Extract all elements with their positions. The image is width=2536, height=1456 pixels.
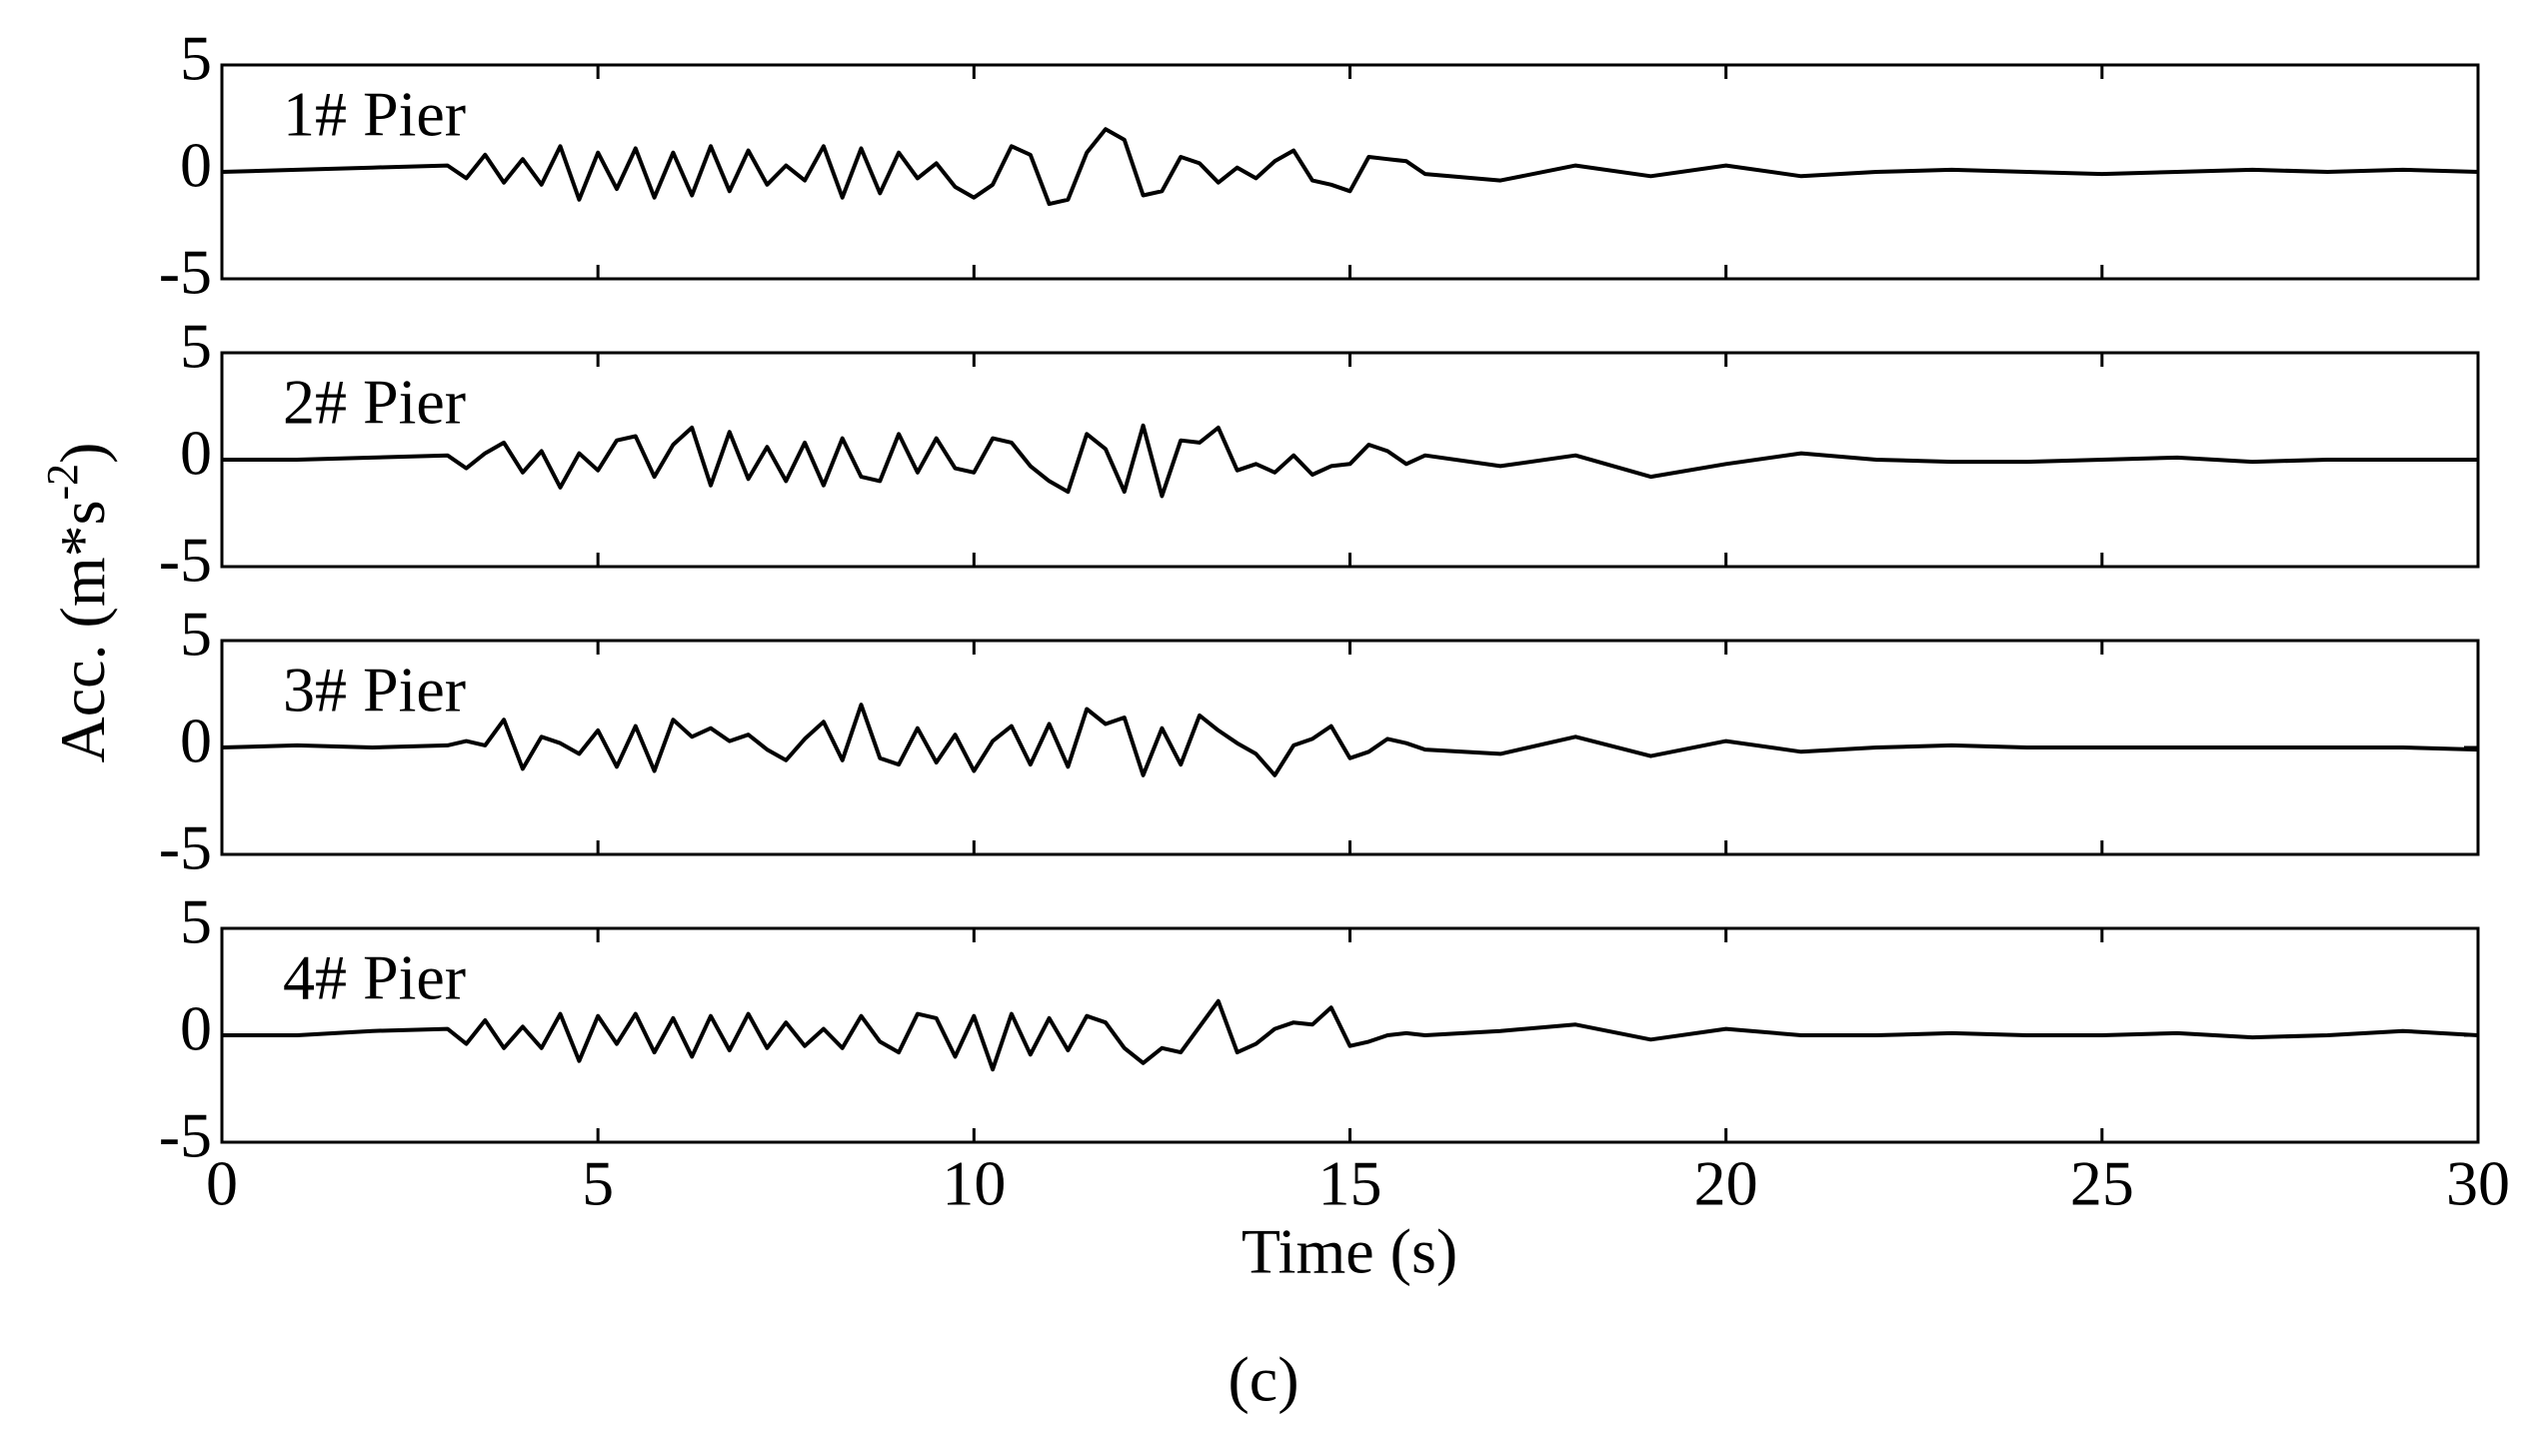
x-axis-label: Time (s) (1242, 1216, 1457, 1287)
y-tick-label: 5 (180, 23, 212, 94)
y-tick-label: 5 (180, 599, 212, 670)
y-label-end: ) (47, 443, 118, 464)
signal-line (222, 998, 2479, 1072)
y-tick-label: -5 (159, 812, 212, 883)
y-label-superscript: -2 (38, 464, 87, 501)
signal-line (221, 127, 2479, 207)
x-tick-label: 25 (2070, 1148, 2134, 1219)
y-tick-label: 0 (180, 418, 212, 489)
y-tick-label: 5 (180, 311, 212, 382)
x-tick-label: 20 (1694, 1148, 1758, 1219)
panel-title: 4# Pier (283, 942, 466, 1013)
y-tick-label: -5 (159, 237, 212, 308)
y-tick-label: -5 (159, 525, 212, 596)
y-tick-label: 0 (180, 706, 212, 776)
panel-title: 1# Pier (283, 79, 466, 150)
x-tick-label: 5 (582, 1148, 614, 1219)
y-tick-label: 0 (180, 993, 212, 1064)
y-tick-label: 5 (180, 886, 212, 957)
panel-title: 2# Pier (283, 367, 466, 438)
panel-title: 3# Pier (283, 655, 466, 726)
x-tick-label: 10 (942, 1148, 1006, 1219)
y-tick-label: 0 (180, 130, 212, 201)
y-tick-label: -5 (159, 1100, 212, 1171)
y-label-main: Acc. (m*s (47, 500, 118, 762)
y-axis-label: Acc. (m*s-2) (38, 443, 118, 763)
signal-line (222, 423, 2478, 499)
x-tick-label: 30 (2446, 1148, 2510, 1219)
signal-line (221, 703, 2479, 777)
caption: (c) (1228, 1344, 1298, 1415)
x-tick-label: 15 (1318, 1148, 1382, 1219)
x-tick-label: 0 (206, 1148, 238, 1219)
